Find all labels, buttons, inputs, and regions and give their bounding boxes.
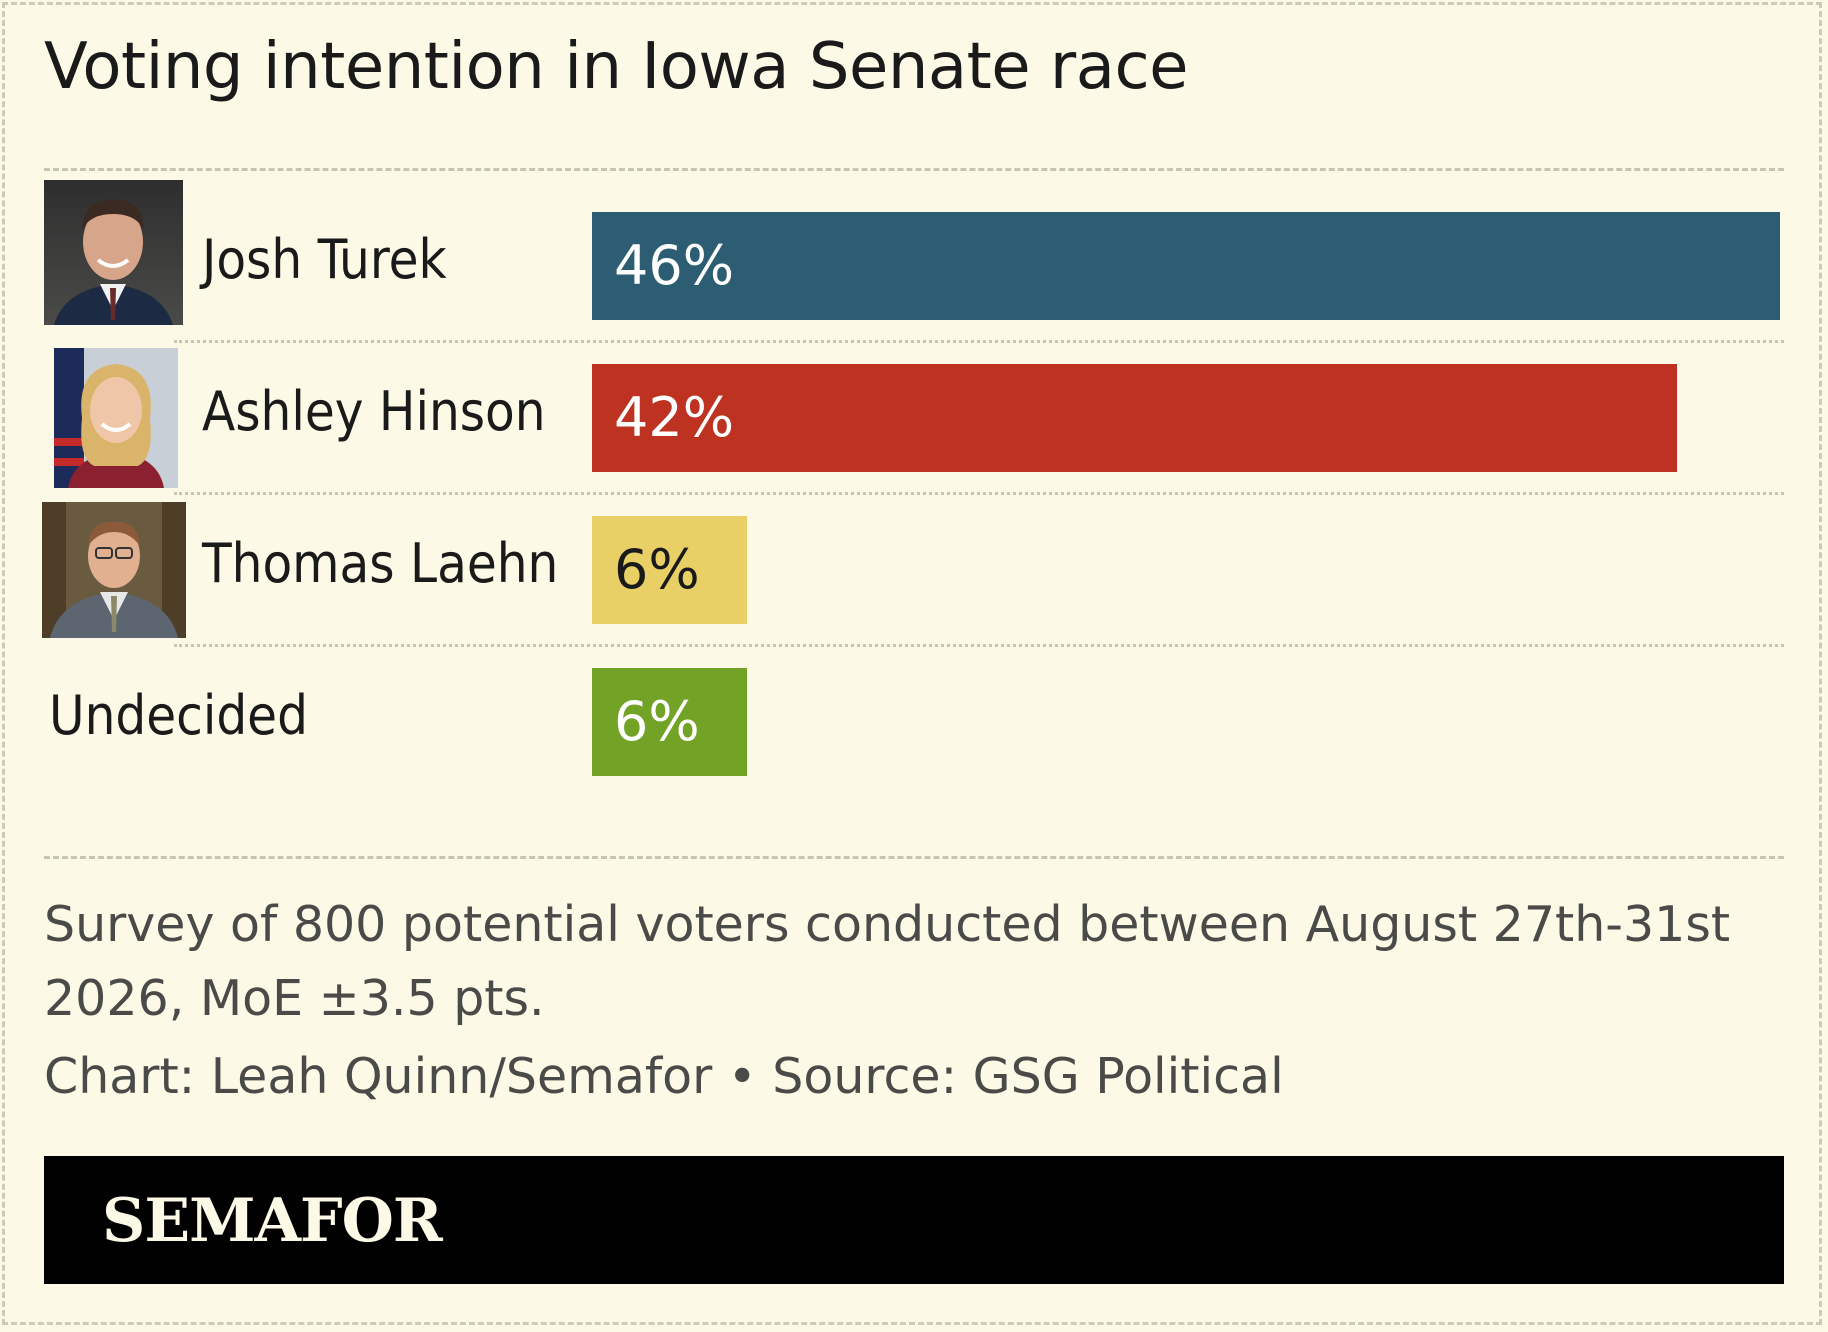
candidate-name: Josh Turek (202, 228, 447, 291)
row-divider (174, 340, 1784, 343)
bar: 42% (592, 364, 1677, 472)
bar-value-label: 46% (614, 234, 735, 297)
row-divider (174, 492, 1784, 495)
row-josh-turek: Josh Turek 46% (0, 178, 1828, 330)
candidate-photo-thomas-laehn (42, 502, 186, 638)
candidate-photo-ashley-hinson (54, 348, 178, 488)
bar-value-label: 6% (614, 538, 700, 601)
bar: 6% (592, 668, 747, 776)
divider-top (44, 168, 1784, 171)
candidate-name: Thomas Laehn (202, 532, 559, 595)
candidate-name: Ashley Hinson (202, 380, 546, 443)
row-thomas-laehn: Thomas Laehn 6% (0, 482, 1828, 638)
chart-title: Voting intention in Iowa Senate race (44, 30, 1189, 104)
survey-note: Survey of 800 potential voters conducted… (44, 896, 1731, 1027)
bar-value-label: 6% (614, 690, 700, 753)
row-divider (174, 644, 1784, 647)
row-undecided: Undecided 6% (0, 634, 1828, 786)
row-ashley-hinson: Ashley Hinson 42% (0, 330, 1828, 488)
chart-credit: Chart: Leah Quinn/Semafor • Source: GSG … (44, 1048, 1284, 1105)
footer-bar: SEMAFOR (44, 1156, 1784, 1284)
bar-value-label: 42% (614, 386, 735, 449)
bar: 6% (592, 516, 747, 624)
candidate-photo-josh-turek (44, 180, 183, 325)
category-name: Undecided (49, 684, 308, 747)
bar: 46% (592, 212, 1780, 320)
semafor-logo: SEMAFOR (102, 1186, 443, 1256)
divider-bottom (44, 856, 1784, 859)
